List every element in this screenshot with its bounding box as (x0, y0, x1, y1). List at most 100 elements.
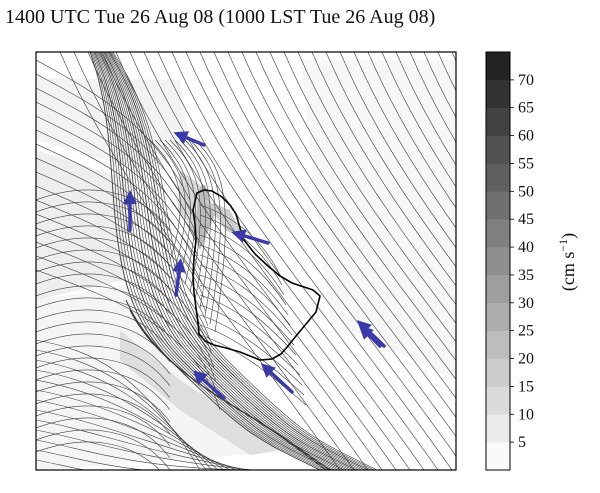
colorbar-tick-label: 25 (518, 323, 534, 340)
streamline (101, 52, 383, 470)
streamline (189, 139, 221, 325)
colorbar-tick-label: 50 (518, 183, 534, 200)
colorbar-band (486, 330, 510, 359)
streamline (36, 409, 243, 470)
streamline (100, 52, 348, 470)
colorbar-band (486, 52, 510, 81)
colorbar-tick-label: 10 (518, 406, 534, 423)
colorbar-band (486, 274, 510, 304)
streamline (36, 339, 201, 470)
streamline (255, 52, 456, 362)
streamline (199, 284, 297, 356)
streamline (36, 249, 171, 291)
streamline (36, 379, 225, 470)
streamline (115, 52, 397, 470)
colorbar-tick-label: 35 (518, 267, 534, 284)
streamline (36, 261, 171, 303)
streamline (36, 213, 171, 255)
colorbar-tick-label: 30 (518, 295, 534, 312)
colorbar-band (486, 163, 510, 192)
streamline (36, 399, 237, 470)
streamline (199, 294, 299, 366)
streamline (105, 52, 360, 470)
streamline (185, 52, 456, 457)
colorbar-band (486, 414, 510, 443)
streamline (90, 52, 324, 470)
streamline (199, 304, 301, 376)
streamline (283, 52, 456, 324)
flow-arrow (231, 229, 270, 245)
streamline (227, 52, 456, 399)
colorbar-band (486, 79, 510, 109)
streamline (174, 139, 206, 301)
streamline (164, 139, 196, 285)
streamline (199, 244, 289, 316)
colorbar-tick-label: 55 (518, 155, 534, 172)
streamline (36, 157, 205, 299)
flow-arrow (173, 131, 206, 147)
flow-arrow (260, 363, 294, 394)
streamline (36, 189, 171, 231)
streamline (87, 52, 369, 470)
streamline (36, 115, 199, 257)
streamline (73, 52, 355, 470)
streamline (108, 52, 369, 470)
streamline (159, 139, 191, 277)
colorbar-band (486, 247, 510, 276)
flow-arrow (359, 325, 382, 348)
streamline (36, 369, 171, 411)
streamline (381, 52, 456, 188)
streamline (179, 139, 211, 309)
streamline (199, 204, 281, 276)
colorbar-band (486, 302, 510, 331)
colorbar-tick-label: 5 (518, 434, 526, 451)
streamline (95, 52, 336, 470)
streamline (36, 333, 171, 375)
streamline (297, 52, 456, 306)
streamline (102, 52, 354, 470)
colorbar-band (486, 219, 510, 248)
colorbar-frame (485, 51, 511, 471)
colorbar-unit-label: (cm s−1) (556, 233, 579, 291)
colorbar-tick-label: 70 (518, 72, 534, 89)
streamline (36, 389, 231, 470)
streamline (36, 459, 272, 470)
streamline (184, 139, 216, 317)
streamline (36, 225, 171, 267)
streamline (94, 52, 333, 470)
colorbar-tick-label: 20 (518, 351, 534, 368)
streamline (93, 52, 330, 470)
streamline (199, 274, 295, 346)
streamline (36, 73, 193, 215)
colorbar-band (486, 135, 510, 164)
flow-arrow (192, 370, 226, 400)
streamline (199, 52, 456, 437)
streamline (98, 52, 342, 470)
page-title: 1400 UTC Tue 26 Aug 08 (1000 LST Tue 26 … (5, 6, 436, 28)
streamline (36, 101, 197, 243)
colorbar: 5 10 15 20 25 30 35 40 45 50 55 60 65 70 (485, 51, 534, 471)
colorbar-tick-label: 65 (518, 100, 534, 117)
streamline (213, 52, 456, 418)
streamline (36, 129, 201, 271)
streamline (199, 254, 291, 326)
streamline (106, 52, 363, 470)
flow-arrow (172, 258, 187, 297)
streamline (199, 324, 305, 396)
streamline (36, 419, 249, 470)
streamline (36, 309, 171, 351)
streamlines (36, 52, 456, 470)
colorbar-band (486, 386, 510, 415)
streamline (36, 213, 213, 355)
streamline (311, 52, 456, 287)
streamline (36, 429, 255, 470)
colorbar-tick-label: 40 (518, 239, 534, 256)
streamline (36, 59, 191, 201)
colorbar-band (486, 191, 510, 220)
streamline (125, 299, 327, 470)
streamline (199, 224, 285, 296)
streamline (395, 52, 456, 166)
colorbar-tick-label: 60 (518, 128, 534, 145)
